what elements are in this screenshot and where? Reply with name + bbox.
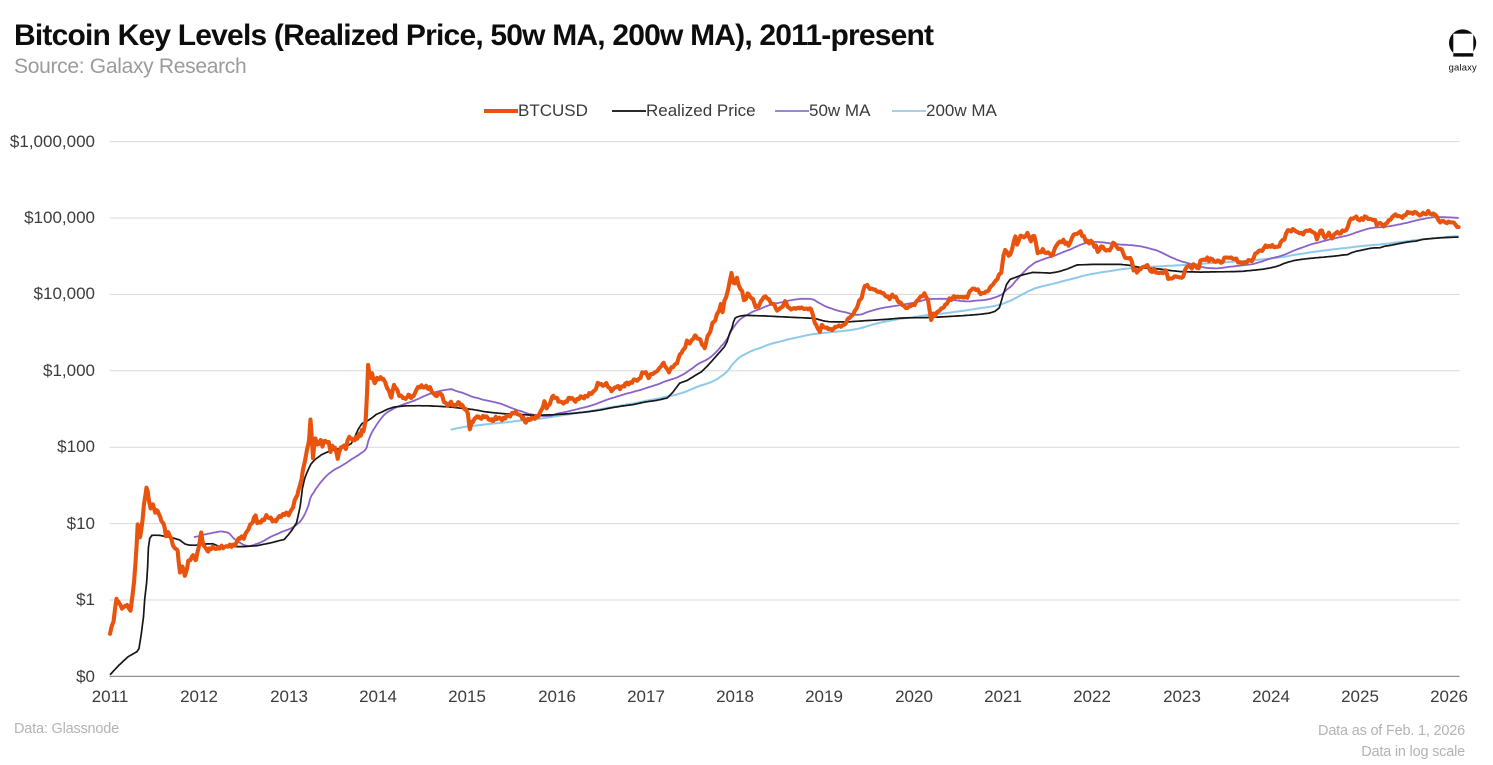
svg-text:galaxy: galaxy: [1449, 62, 1477, 73]
